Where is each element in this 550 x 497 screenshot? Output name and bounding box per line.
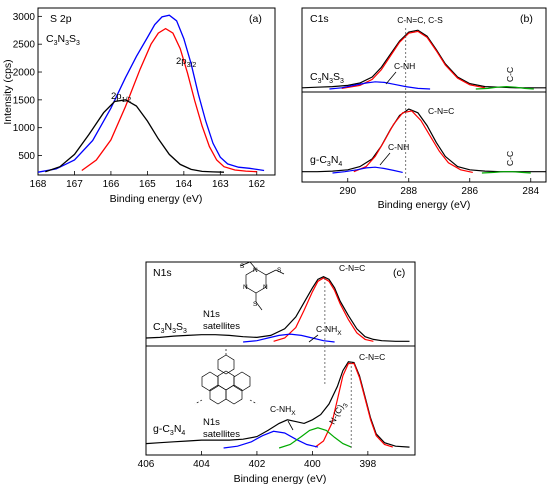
- triazine-atom-labels: S S S N N N: [240, 263, 282, 308]
- panel-a-label: (a): [249, 13, 262, 25]
- panel-a-xtick-label-162: 162: [248, 179, 265, 190]
- panel-c-xtick-label-406: 406: [138, 459, 155, 470]
- panel-c-xtick-label-398: 398: [360, 459, 377, 470]
- panel-c-annotation-nc3: N-(C)3: [327, 399, 350, 427]
- panel-b-annotation-cnc-cs: C-N=C, C-S: [397, 15, 443, 25]
- panel-b-title: C1s: [310, 13, 329, 25]
- panel-c-arrow-cnhx-lower: [287, 420, 294, 431]
- panel-c-xtick-label-402: 402: [249, 459, 266, 470]
- panel-b-arrow-upper: [385, 71, 397, 85]
- panel-b-series: [301, 28, 546, 180]
- panel-b-ticks: 290 288 286 284: [339, 178, 540, 197]
- panel-b-lower-series-3-line: [481, 171, 531, 174]
- panel-b: 290 288 286 284 C1s (b) C-N=C, C-S C-NH C-C…: [301, 7, 547, 211]
- panel-c-lower-series-2-line: [223, 430, 319, 449]
- panel-c-sample-upper: C3N3S3: [153, 321, 187, 335]
- panel-c-arrow-upper: [308, 334, 319, 343]
- panel-a-series-2-line: [45, 99, 225, 173]
- svg-text:S: S: [253, 301, 258, 308]
- panel-b-xtick-label-286: 286: [461, 186, 478, 197]
- panel-c-annotation-cnc-lower: C-N=C: [359, 352, 385, 362]
- panel-c-annotation-cnhx-lower: C-NHX: [270, 404, 296, 417]
- panel-b-annotation-cc-lower: C-C: [505, 151, 515, 166]
- svg-text:N: N: [253, 267, 258, 274]
- panel-c-label: (c): [393, 267, 405, 279]
- panel-b-sample-upper: C3N3S3: [310, 71, 344, 85]
- svg-text:N: N: [243, 284, 248, 291]
- panel-b-xtick-label-288: 288: [400, 186, 417, 197]
- panel-a-ytick-label-3000: 3000: [13, 12, 36, 23]
- panel-c-title: N1s: [153, 267, 172, 279]
- panel-b-frame: [301, 7, 547, 183]
- panel-c-sample-lower: g-C3N4: [153, 423, 185, 437]
- panel-b-annotation-cnh-upper: C-NH: [394, 61, 415, 71]
- panel-a-series-0-line: [37, 14, 265, 173]
- panel-b-upper-series-1-line: [341, 30, 486, 89]
- panel-b-xtick-label-284: 284: [522, 186, 539, 197]
- panel-a-ytick-label-2000: 2000: [13, 68, 36, 79]
- panel-c-lower-series-1-line: [314, 362, 393, 448]
- panel-b-annotation-cnc-lower: C-N=C: [428, 106, 454, 116]
- svg-text:S: S: [277, 267, 282, 274]
- panel-a: 168 167 166 165 164 163 162 500 1000 1500 2000 2500…: [2, 7, 276, 205]
- panel-c-annotation-cnc-upper: C-N=C: [339, 263, 365, 273]
- panel-b-xtick-label-290: 290: [339, 186, 356, 197]
- panel-a-series-1-line: [81, 27, 257, 173]
- panel-b-upper-series-3-line: [475, 85, 534, 90]
- panel-b-upper-series-2-line: [329, 81, 431, 90]
- panel-a-xtick-label-165: 165: [139, 179, 156, 190]
- svg-text:N: N: [263, 284, 268, 291]
- panel-c-xtick-label-400: 400: [304, 459, 321, 470]
- panel-c-xlabel: Binding energy (eV): [234, 473, 327, 485]
- triazine-trithiol-structure-icon: [239, 261, 285, 311]
- panel-a-xtick-label-168: 168: [30, 179, 47, 190]
- panel-c-satellites-upper-n1s: N1s: [203, 309, 220, 320]
- panel-a-frame: [37, 7, 276, 176]
- panel-a-ytick-label-1000: 1000: [13, 123, 36, 134]
- panel-a-xtick-label-163: 163: [212, 179, 229, 190]
- panel-a-xtick-label-166: 166: [103, 179, 120, 190]
- panel-a-series: [37, 14, 265, 173]
- panel-c-upper-series-0-line: [145, 276, 410, 342]
- svg-text:S: S: [240, 263, 245, 270]
- panel-b-lower-series-0-line: [302, 108, 546, 173]
- panel-b-sample-lower: g-C3N4: [310, 154, 342, 168]
- panel-b-label: (b): [520, 13, 533, 25]
- panel-c-satellites-lower-word: satellites: [203, 429, 240, 440]
- panel-a-ytick-label-1500: 1500: [13, 95, 36, 106]
- heptazine-structure-icon: [194, 348, 258, 405]
- panel-c-frame: [145, 261, 416, 456]
- panel-c-series: [145, 276, 410, 450]
- panel-b-annotation-cnh-lower: C-NH: [388, 142, 409, 152]
- panel-b-arrow-lower: [379, 152, 391, 166]
- panel-a-annotation-2p32: 2p3/2: [176, 56, 196, 69]
- panel-a-xtick-label-167: 167: [66, 179, 83, 190]
- panel-a-ytick-label-500: 500: [18, 151, 35, 162]
- panel-b-annotation-cc-upper: C-C: [505, 67, 515, 82]
- panel-c-ticks: 406 404 402 400 398: [138, 451, 377, 470]
- panel-c-satellites-upper-word: satellites: [203, 321, 240, 332]
- panel-c-upper-series-2-line: [243, 333, 335, 343]
- panel-a-title: S 2p: [50, 13, 72, 25]
- panel-a-ylabel: Intensity (cps): [2, 59, 14, 124]
- panel-c: 406 404 402 400 398 N1s (c) S S S N N N: [138, 261, 416, 485]
- panel-c-annotation-cnhx-upper: C-NHX: [316, 324, 342, 337]
- panel-c-lower-series-3-line: [278, 427, 352, 449]
- panel-c-upper-series-1-line: [273, 277, 374, 342]
- panel-b-lower-series-2-line: [332, 166, 403, 174]
- panel-a-sample: C3N3S3: [46, 33, 80, 47]
- panel-b-lower-series-1-line: [353, 110, 473, 173]
- panel-a-xtick-label-164: 164: [176, 179, 193, 190]
- panel-a-ytick-label-2500: 2500: [13, 40, 36, 51]
- panel-b-xlabel: Binding energy (eV): [378, 199, 471, 211]
- panel-c-xtick-label-404: 404: [193, 459, 210, 470]
- panel-a-xlabel: Binding energy (eV): [110, 193, 203, 205]
- panel-a-ticks: 168 167 166 165 164 163 162 500 1000 1500 2000 2500…: [13, 12, 266, 190]
- panel-c-satellites-lower-n1s: N1s: [203, 417, 220, 428]
